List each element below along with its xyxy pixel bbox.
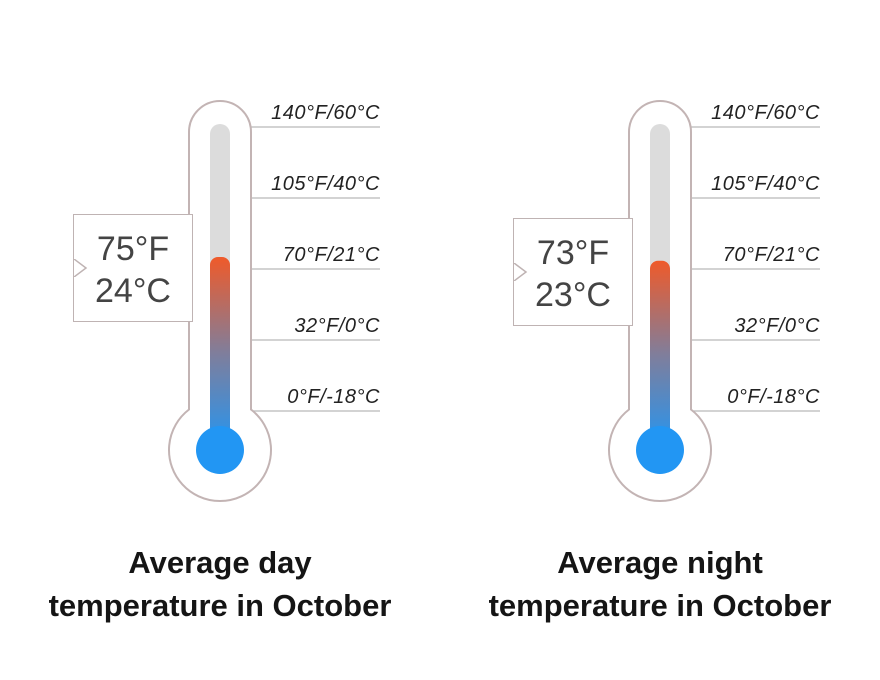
thermometer-graphic <box>608 100 820 502</box>
tick-label: 105°F/40°C <box>271 173 380 195</box>
tick-label: 0°F/-18°C <box>727 386 820 408</box>
caption: Average night temperature in October <box>440 541 880 627</box>
caption-line-1: Average day <box>128 545 312 580</box>
caption-line-1: Average night <box>557 545 763 580</box>
tick-label: 70°F/21°C <box>722 244 820 266</box>
tick-label: 32°F/0°C <box>734 315 820 337</box>
pointer-arrow <box>74 259 88 277</box>
tube-fill <box>650 260 670 450</box>
tick-label: 105°F/40°C <box>711 173 820 195</box>
reading-box: 75°F 24°C <box>73 214 193 322</box>
tick-label: 32°F/0°C <box>294 315 380 337</box>
pointer-arrow <box>514 262 528 281</box>
thermometer-graphic <box>168 100 380 502</box>
tick-label: 0°F/-18°C <box>287 386 380 408</box>
tube-fill <box>210 257 230 450</box>
caption-line-2: temperature in October <box>488 588 832 623</box>
tick-label: 70°F/21°C <box>282 244 380 266</box>
reading-fahrenheit: 73°F <box>536 233 610 272</box>
caption-line-2: temperature in October <box>48 588 392 623</box>
reading-celsius: 24°C <box>95 272 171 310</box>
bulb <box>636 426 684 474</box>
tick-label: 140°F/60°C <box>711 102 820 124</box>
thermometer-night: 140°F/60°C 105°F/40°C 70°F/21°C 32°F/0°C 0°F… <box>440 0 880 680</box>
bulb <box>196 426 244 474</box>
reading-celsius: 23°C <box>535 275 611 314</box>
thermometer-day: 140°F/60°C 105°F/40°C 70°F/21°C 32°F/0°C 0°F… <box>0 100 440 627</box>
tick-label: 140°F/60°C <box>271 102 380 124</box>
reading-box: 73°F 23°C <box>513 217 633 326</box>
reading-fahrenheit: 75°F <box>96 230 170 268</box>
caption: Average day temperature in October <box>0 541 440 627</box>
